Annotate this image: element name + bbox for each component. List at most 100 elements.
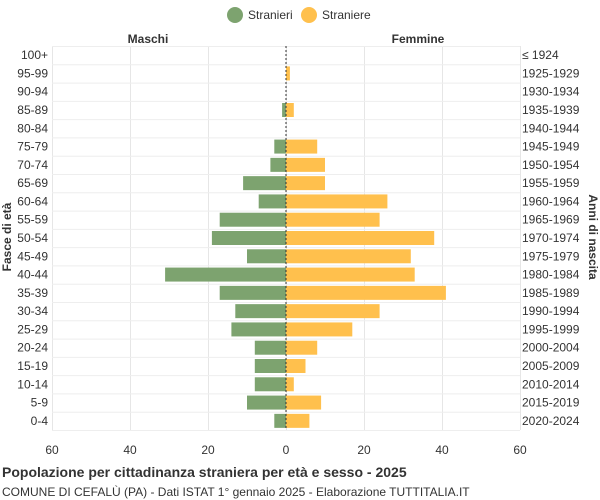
bar-straniere-95-99 [286, 66, 290, 81]
legend-swatch-straniere [301, 7, 317, 23]
chart-subtitle: COMUNE DI CEFALÙ (PA) - Dati ISTAT 1° ge… [2, 485, 470, 499]
x-tick-label: 40 [123, 443, 137, 457]
bar-stranieri-85-89 [282, 103, 286, 117]
age-label: 90-94 [17, 85, 48, 99]
bar-straniere-70-74 [286, 157, 325, 172]
age-label: 15-19 [17, 359, 48, 373]
age-label: 20-24 [17, 341, 48, 355]
age-label: 5-9 [31, 396, 49, 410]
birth-year-label: 1995-1999 [522, 322, 580, 336]
age-label: 45-49 [17, 249, 48, 263]
birth-year-labels: ≤ 1924 1925-1929 1930-1934 1935-1939 1940-19… [522, 48, 580, 428]
bar-stranieri-5-9 [247, 395, 286, 410]
grid [52, 46, 521, 431]
bar-straniere-55-59 [286, 212, 380, 227]
x-axis-ticks: 60 40 20 0 20 40 60 [45, 443, 527, 457]
bar-stranieri-60-64 [258, 194, 286, 209]
bar-straniere-0-4 [286, 413, 310, 428]
birth-year-label: 1990-1994 [522, 304, 580, 318]
birth-year-label: 1970-1974 [522, 231, 580, 245]
x-tick-label: 60 [45, 443, 59, 457]
bar-straniere-30-34 [286, 304, 380, 319]
bar-straniere-85-89 [286, 103, 294, 117]
age-label: 40-44 [17, 268, 48, 282]
bar-straniere-20-24 [286, 340, 318, 355]
birth-year-label: 1980-1984 [522, 268, 580, 282]
bar-stranieri-45-49 [247, 249, 286, 264]
bar-straniere-65-69 [286, 176, 325, 191]
x-tick-label: 0 [283, 443, 290, 457]
birth-year-label: 1975-1979 [522, 249, 580, 263]
birth-year-label: ≤ 1924 [522, 48, 559, 62]
birth-year-label: 1965-1969 [522, 213, 580, 227]
birth-year-label: 2020-2024 [522, 414, 580, 428]
birth-year-label: 1960-1964 [522, 194, 580, 208]
y-axis-title-right: Anni di nascita [586, 194, 600, 280]
pyramid-chart: 100+ 95-99 90-94 85-89 80-84 75-79 70-74 65-69 6… [0, 7, 600, 457]
bar-straniere-15-19 [286, 359, 306, 373]
legend-label-stranieri: Stranieri [248, 8, 293, 22]
bar-stranieri-25-29 [231, 322, 286, 337]
age-label: 60-64 [17, 194, 48, 208]
birth-year-label: 1945-1949 [522, 140, 580, 154]
age-label: 50-54 [17, 231, 48, 245]
bar-stranieri-75-79 [274, 139, 286, 154]
bar-stranieri-20-24 [254, 340, 286, 355]
left-header: Maschi [128, 32, 169, 46]
x-tick-label: 60 [513, 443, 527, 457]
chart-title: Popolazione per cittadinanza straniera p… [2, 464, 407, 480]
birth-year-label: 1985-1989 [522, 286, 580, 300]
age-label: 55-59 [17, 213, 48, 227]
age-label: 30-34 [17, 304, 48, 318]
legend: Stranieri Straniere [227, 7, 371, 23]
legend-label-straniere: Straniere [322, 8, 371, 22]
birth-year-label: 2005-2009 [522, 359, 580, 373]
age-label: 35-39 [17, 286, 48, 300]
x-tick-label: 20 [201, 443, 215, 457]
age-label: 100+ [21, 48, 48, 62]
age-label: 10-14 [17, 377, 48, 391]
bar-straniere-60-64 [286, 194, 388, 209]
age-label: 80-84 [17, 121, 48, 135]
bar-stranieri-10-14 [254, 377, 286, 392]
bar-straniere-10-14 [286, 377, 294, 392]
bar-stranieri-15-19 [254, 359, 286, 373]
x-tick-label: 20 [357, 443, 371, 457]
birth-year-label: 1925-1929 [522, 66, 580, 80]
age-label: 70-74 [17, 158, 48, 172]
bar-stranieri-65-69 [243, 176, 286, 191]
bar-straniere-25-29 [286, 322, 353, 337]
birth-year-label: 1955-1959 [522, 176, 580, 190]
bar-straniere-35-39 [286, 285, 446, 300]
birth-year-label: 1935-1939 [522, 103, 580, 117]
birth-year-label: 1950-1954 [522, 158, 580, 172]
x-tick-label: 40 [435, 443, 449, 457]
age-group-labels: 100+ 95-99 90-94 85-89 80-84 75-79 70-74 65-69 6… [17, 48, 48, 428]
legend-swatch-stranieri [227, 7, 243, 23]
age-label: 65-69 [17, 176, 48, 190]
bar-stranieri-55-59 [219, 212, 286, 227]
birth-year-label: 1940-1944 [522, 121, 580, 135]
age-label: 75-79 [17, 140, 48, 154]
birth-year-label: 2000-2004 [522, 341, 580, 355]
y-axis-title-left: Fasce di età [0, 202, 14, 271]
bars [165, 66, 446, 428]
age-label: 85-89 [17, 103, 48, 117]
right-header: Femmine [392, 32, 445, 46]
bar-straniere-50-54 [286, 231, 435, 245]
bar-straniere-75-79 [286, 139, 318, 154]
bar-stranieri-50-54 [211, 231, 286, 245]
age-label: 25-29 [17, 322, 48, 336]
bar-stranieri-35-39 [219, 285, 286, 300]
bar-stranieri-30-34 [235, 304, 286, 319]
bar-straniere-5-9 [286, 395, 322, 410]
bar-straniere-40-44 [286, 267, 415, 282]
birth-year-label: 2015-2019 [522, 396, 580, 410]
bar-stranieri-0-4 [274, 413, 286, 428]
age-label: 0-4 [31, 414, 49, 428]
birth-year-label: 2010-2014 [522, 377, 580, 391]
bar-stranieri-70-74 [270, 157, 286, 172]
bar-stranieri-40-44 [165, 267, 286, 282]
age-label: 95-99 [17, 66, 48, 80]
bar-straniere-45-49 [286, 249, 411, 264]
